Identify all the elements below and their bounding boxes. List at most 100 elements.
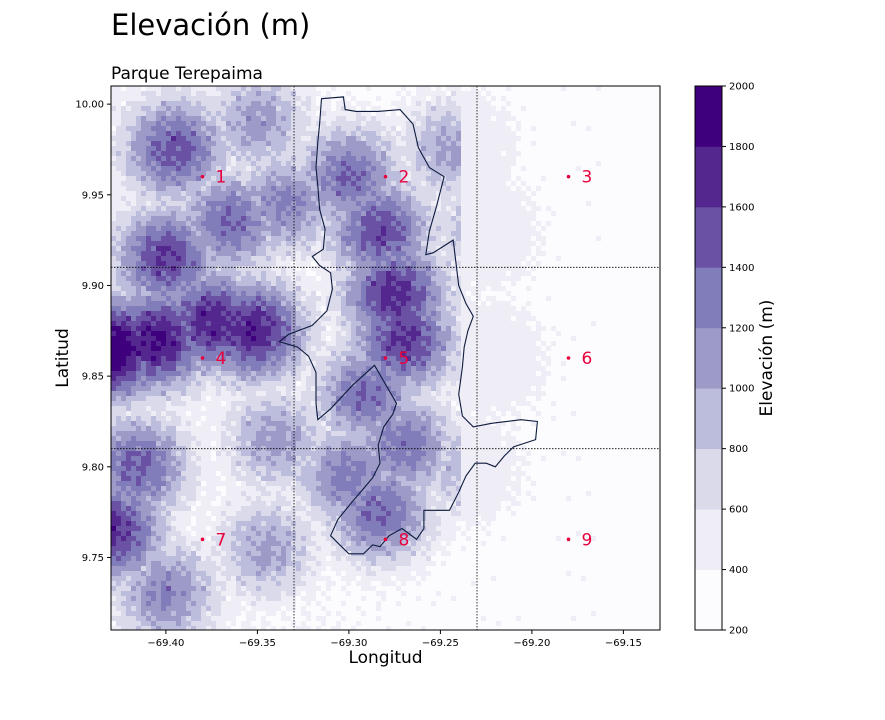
raster-cell — [326, 106, 332, 112]
raster-cell — [341, 111, 347, 117]
raster-cell — [571, 146, 577, 152]
raster-cell — [166, 106, 172, 112]
raster-cell — [306, 121, 312, 127]
raster-cell — [141, 256, 147, 262]
raster-cell — [206, 141, 212, 147]
raster-cell — [636, 291, 642, 297]
raster-cell — [191, 231, 197, 237]
raster-cell — [481, 101, 487, 107]
raster-cell — [476, 211, 482, 217]
raster-cell — [216, 291, 222, 297]
raster-cell — [551, 296, 557, 302]
raster-cell — [146, 221, 152, 227]
raster-cell — [186, 166, 192, 172]
raster-cell — [391, 206, 397, 212]
raster-cell — [156, 156, 162, 162]
raster-cell — [341, 266, 347, 272]
raster-cell — [581, 186, 587, 192]
raster-cell — [161, 176, 167, 182]
raster-cell — [426, 226, 432, 232]
raster-cell — [171, 286, 177, 292]
raster-cell — [161, 241, 167, 247]
raster-cell — [276, 171, 282, 177]
raster-cell — [626, 256, 632, 262]
raster-cell — [181, 151, 187, 157]
raster-cell — [251, 116, 257, 122]
raster-cell — [616, 281, 622, 287]
raster-cell — [421, 261, 427, 267]
raster-cell — [161, 126, 167, 132]
raster-cell — [151, 241, 157, 247]
raster-cell — [591, 256, 597, 262]
raster-cell — [306, 176, 312, 182]
raster-cell — [341, 216, 347, 222]
raster-cell — [146, 281, 152, 287]
raster-cell — [151, 201, 157, 207]
raster-cell — [416, 286, 422, 292]
raster-cell — [446, 206, 452, 212]
raster-cell — [236, 231, 242, 237]
raster-cell — [381, 291, 387, 297]
raster-cell — [576, 246, 582, 252]
raster-cell — [241, 261, 247, 267]
raster-cell — [526, 96, 532, 102]
raster-cell — [416, 306, 422, 312]
raster-cell — [566, 261, 572, 267]
raster-cell — [451, 291, 457, 297]
raster-cell — [476, 206, 482, 212]
raster-cell — [246, 146, 252, 152]
raster-cell — [136, 131, 142, 137]
raster-cell — [621, 171, 627, 177]
raster-cell — [536, 246, 542, 252]
raster-cell — [361, 286, 367, 292]
raster-cell — [551, 281, 557, 287]
raster-cell — [541, 196, 547, 202]
raster-cell — [531, 136, 537, 142]
raster-cell — [191, 141, 197, 147]
raster-cell — [396, 91, 402, 97]
raster-cell — [401, 266, 407, 272]
raster-cell — [266, 101, 272, 107]
raster-cell — [561, 196, 567, 202]
raster-cell — [131, 226, 137, 232]
raster-cell — [541, 146, 547, 152]
raster-cell — [491, 126, 497, 132]
raster-cell — [406, 246, 412, 252]
raster-cell — [531, 126, 537, 132]
raster-cell — [166, 281, 172, 287]
raster-cell — [226, 196, 232, 202]
raster-cell — [521, 86, 527, 92]
raster-cell — [276, 181, 282, 187]
raster-cell — [251, 206, 257, 212]
raster-cell — [231, 196, 237, 202]
raster-cell — [471, 306, 477, 312]
raster-cell — [486, 291, 492, 297]
raster-cell — [346, 161, 352, 167]
raster-cell — [251, 266, 257, 272]
raster-cell — [316, 96, 322, 102]
raster-cell — [491, 266, 497, 272]
raster-cell — [181, 251, 187, 257]
raster-cell — [421, 146, 427, 152]
raster-cell — [341, 186, 347, 192]
raster-cell — [451, 226, 457, 232]
raster-cell — [236, 236, 242, 242]
raster-cell — [401, 221, 407, 227]
raster-cell — [126, 116, 132, 122]
raster-cell — [656, 146, 660, 152]
raster-cell — [211, 266, 217, 272]
raster-cell — [201, 216, 207, 222]
raster-cell — [511, 86, 517, 92]
raster-cell — [151, 256, 157, 262]
raster-cell — [176, 111, 182, 117]
raster-cell — [571, 186, 577, 192]
raster-cell — [161, 301, 167, 307]
raster-cell — [456, 271, 462, 277]
raster-cell — [211, 281, 217, 287]
raster-cell — [301, 191, 307, 197]
raster-cell — [401, 271, 407, 277]
raster-cell — [321, 156, 327, 162]
raster-cell — [266, 251, 272, 257]
raster-cell — [261, 231, 267, 237]
raster-cell — [241, 136, 247, 142]
